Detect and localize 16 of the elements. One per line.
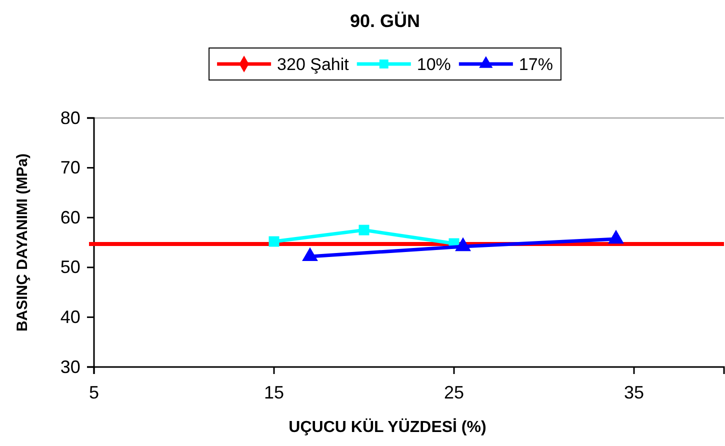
y-tick-label: 30 bbox=[60, 356, 80, 377]
y-tick-label: 40 bbox=[60, 306, 80, 327]
legend-label: 320 Şahit bbox=[277, 55, 350, 74]
y-tick-label: 70 bbox=[60, 158, 80, 178]
x-tick-label: 5 bbox=[88, 382, 100, 403]
chart-title: 90. GÜN bbox=[350, 11, 420, 31]
y-tick-label: 80 bbox=[60, 108, 80, 128]
y-tick-label: 50 bbox=[60, 257, 80, 278]
x-tick-label: 15 bbox=[264, 382, 284, 403]
legend-label: 10% bbox=[416, 55, 451, 74]
legend-label: 17% bbox=[518, 55, 553, 74]
x-axis-title: UÇUCU KÜL YÜZDESİ (%) bbox=[288, 418, 486, 436]
x-tick-label: 25 bbox=[444, 382, 464, 403]
y-tick-label: 60 bbox=[60, 207, 80, 228]
x-tick-label: 35 bbox=[624, 382, 644, 403]
y-axis-title: BASINÇ DAYANIMI (MPa) bbox=[14, 153, 31, 332]
